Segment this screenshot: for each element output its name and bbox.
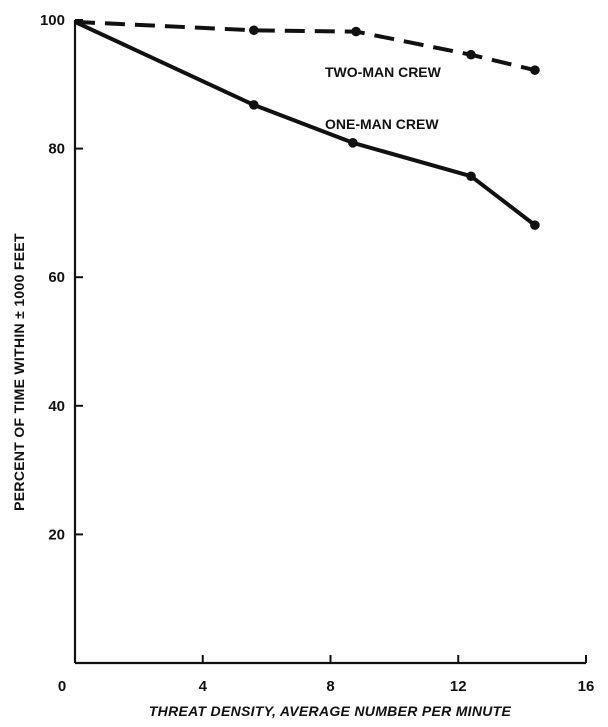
x-tick-label: 12 bbox=[450, 678, 467, 695]
data-point bbox=[351, 26, 361, 37]
data-point bbox=[249, 25, 259, 36]
x-tick-label: 16 bbox=[578, 678, 595, 695]
ticks: 20 40 60 80 100 0 4 8 12 16 bbox=[40, 12, 594, 695]
x-axis-title: THREAT DENSITY, AVERAGE NUMBER PER MINUT… bbox=[149, 703, 512, 719]
labels: TWO-MAN CREW ONE-MAN CREW THREAT DENSITY, … bbox=[11, 64, 512, 719]
series-label: ONE-MAN CREW bbox=[325, 116, 439, 132]
data-point bbox=[348, 138, 358, 148]
series-two-man-crew bbox=[74, 19, 540, 75]
series-label: TWO-MAN CREW bbox=[325, 64, 442, 80]
series-one-man-crew bbox=[74, 20, 540, 230]
series-line bbox=[74, 19, 536, 73]
y-tick-label: 100 bbox=[40, 12, 65, 29]
y-axis-title: PERCENT OF TIME WITHIN ± 1000 FEET bbox=[11, 233, 27, 511]
data-point bbox=[530, 220, 540, 230]
data-point bbox=[249, 100, 259, 110]
x-tick-label: 0 bbox=[58, 678, 66, 695]
data-point bbox=[466, 171, 476, 182]
data-point bbox=[466, 49, 476, 60]
series-layer bbox=[74, 19, 540, 230]
y-tick-label: 80 bbox=[48, 141, 65, 158]
y-tick-label: 60 bbox=[48, 269, 65, 286]
data-point bbox=[530, 65, 540, 75]
x-tick-label: 4 bbox=[199, 678, 208, 695]
y-tick-label: 20 bbox=[48, 526, 65, 543]
x-tick-label: 8 bbox=[326, 678, 334, 695]
y-tick-label: 40 bbox=[48, 398, 65, 415]
